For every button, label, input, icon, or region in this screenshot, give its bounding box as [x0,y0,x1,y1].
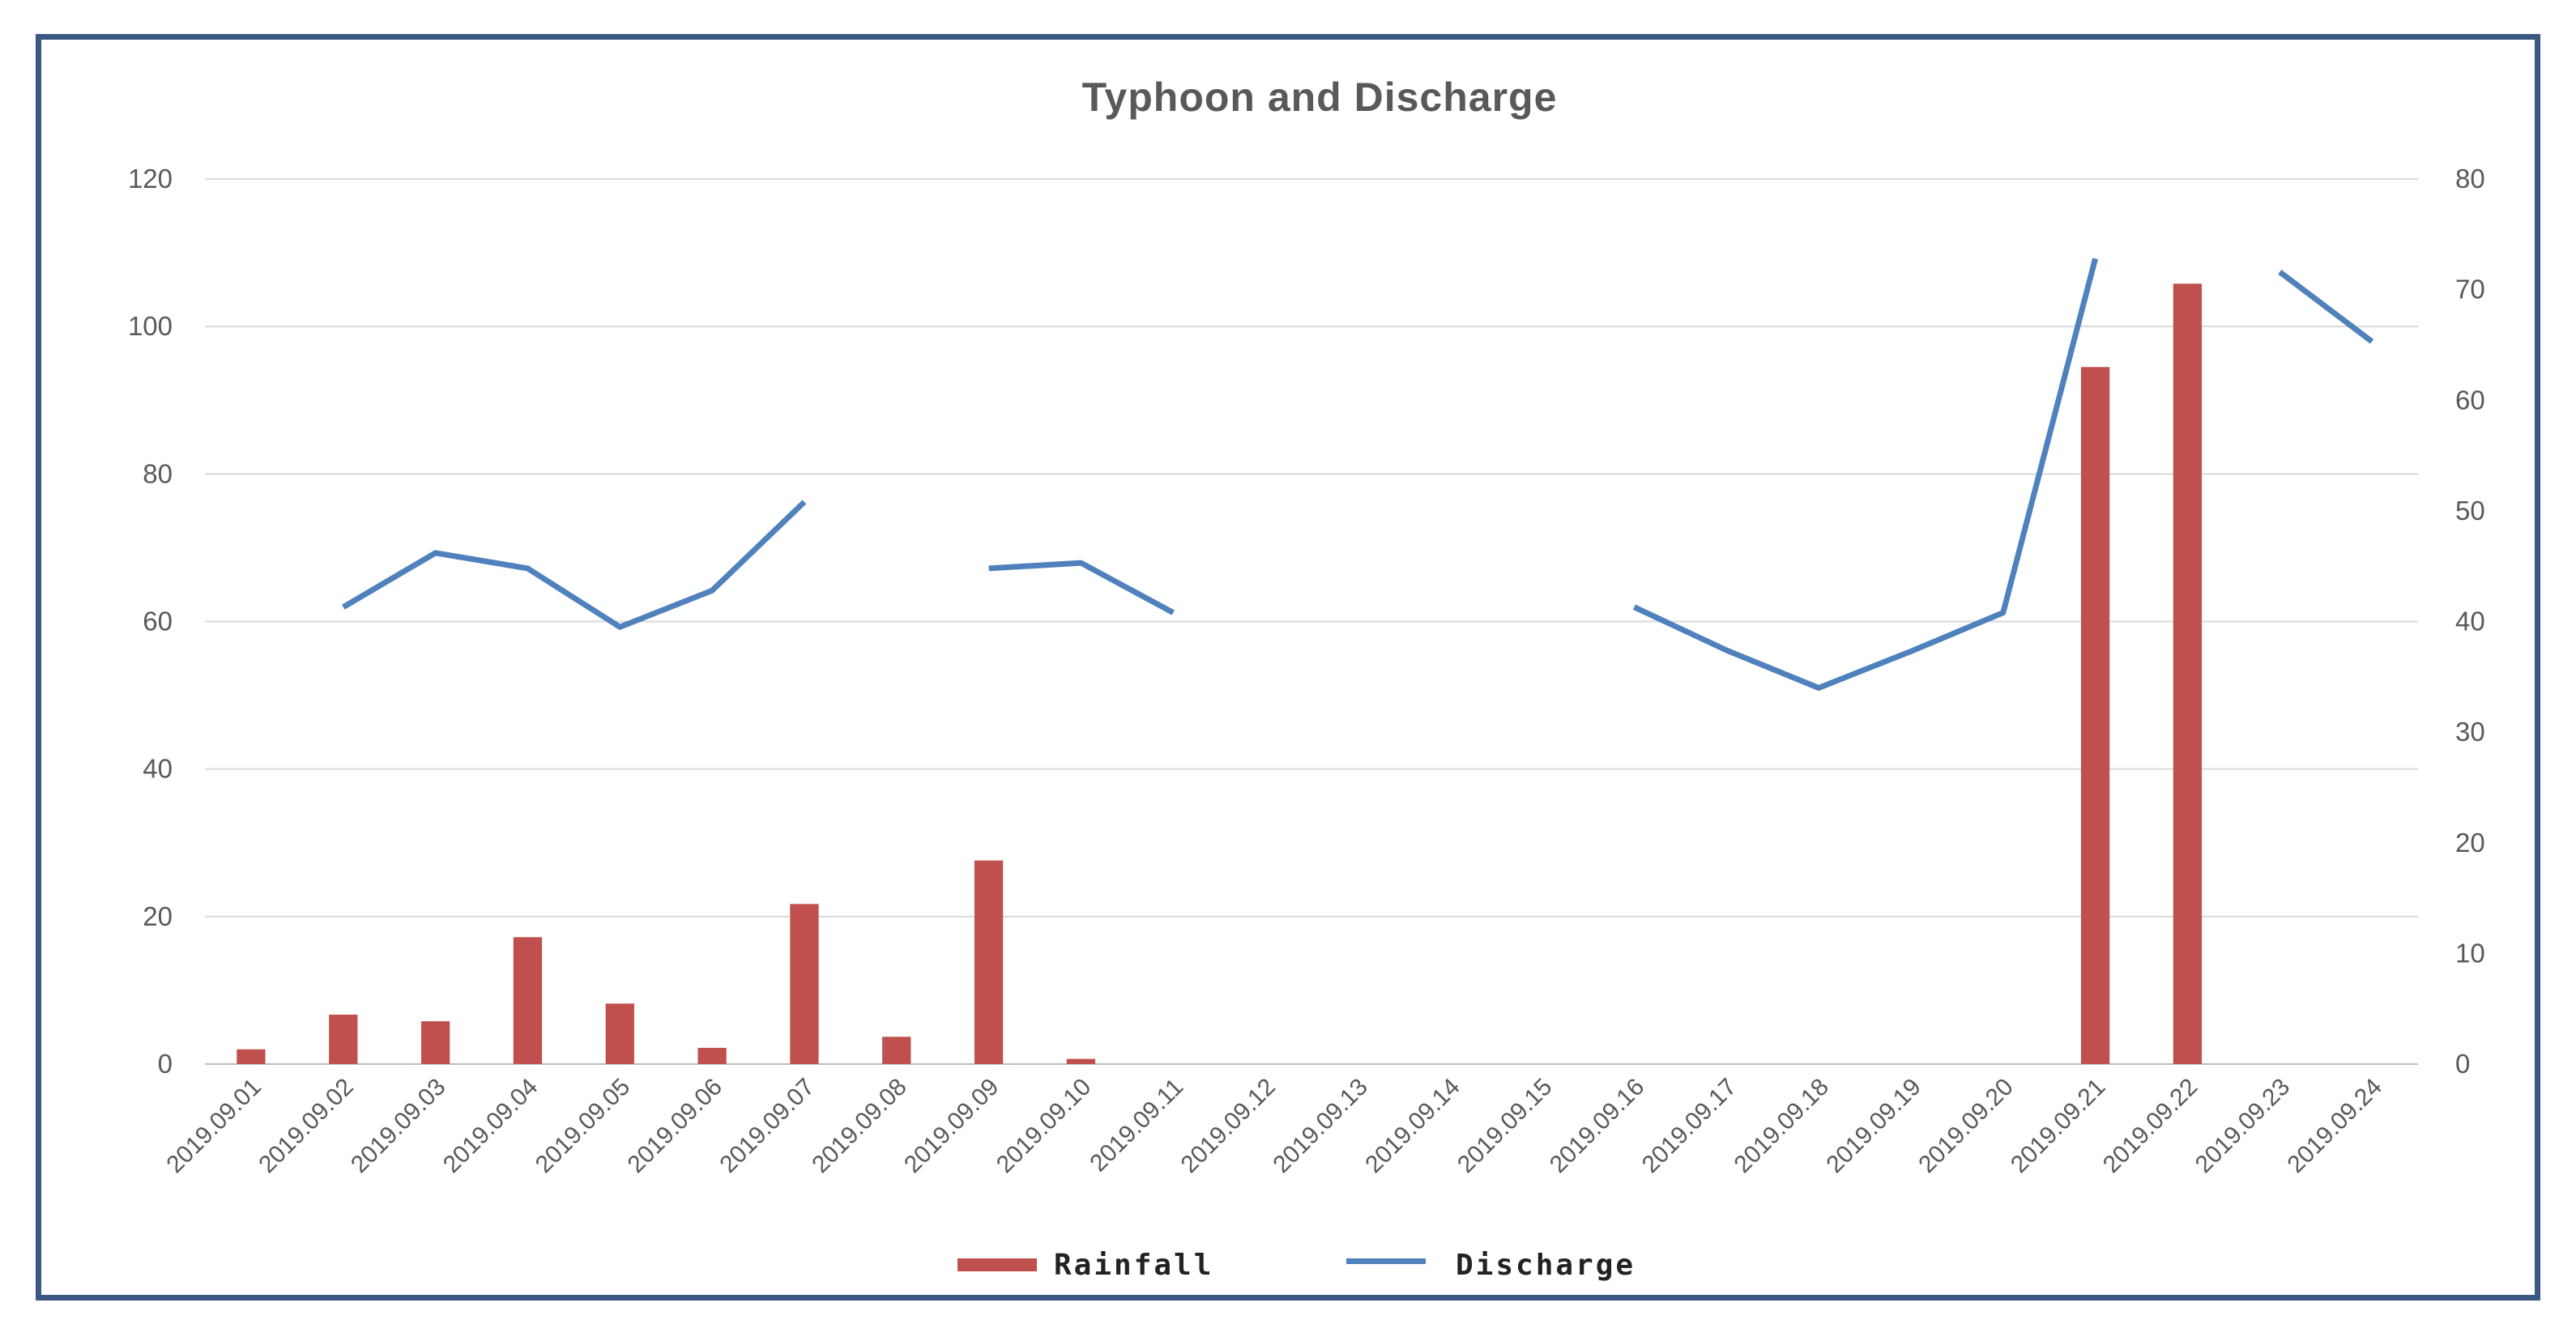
y-right-tick-label: 10 [2455,938,2485,968]
rainfall-bar [513,937,543,1064]
x-tick-label: 2019.09.16 [1545,1074,1650,1179]
y-left-tick-label: 20 [143,901,173,931]
x-tick-label: 2019.09.02 [254,1074,359,1179]
x-tick-label: 2019.09.12 [1176,1074,1282,1179]
x-tick-label: 2019.09.15 [1452,1074,1558,1179]
legend-discharge-swatch [1346,1258,1426,1264]
gridlines [205,178,2418,1065]
x-tick-label: 2019.09.06 [623,1074,728,1179]
y-right-tick-label: 0 [2455,1049,2470,1079]
rainfall-bar [237,1049,266,1064]
rainfall-bar [974,860,1004,1064]
x-tick-label: 2019.09.07 [714,1074,820,1179]
x-tick-label: 2019.09.01 [161,1074,267,1179]
discharge-line [342,258,2374,691]
y-right-tick-label: 80 [2455,164,2485,194]
rainfall-bar [2173,283,2203,1064]
rainfall-bars [237,283,2203,1064]
x-tick-label: 2019.09.23 [2190,1074,2296,1179]
legend-discharge-label: Discharge [1456,1249,1636,1282]
x-tick-label: 2019.09.19 [1821,1074,1926,1179]
y-left-tick-label: 80 [143,458,173,488]
x-tick-label: 2019.09.22 [2098,1074,2203,1179]
x-tick-label: 2019.09.04 [438,1074,544,1179]
x-tick-label: 2019.09.14 [1360,1074,1465,1179]
rainfall-bar [605,1003,634,1064]
rainfall-bar [2080,367,2110,1064]
y-left-tick-label: 120 [128,164,173,194]
x-tick-label: 2019.09.10 [992,1074,1097,1179]
x-tick-label: 2019.09.05 [531,1074,636,1179]
x-tick-label: 2019.09.24 [2283,1074,2388,1179]
chart-title: Typhoon and Discharge [1082,74,1558,120]
y-right-tick-label: 30 [2455,717,2485,747]
y-left-tick-label: 0 [158,1049,173,1079]
y-right-tick-label: 60 [2455,385,2485,415]
x-tick-label: 2019.09.21 [2006,1074,2111,1179]
rainfall-bar [697,1047,727,1064]
y-right-tick-label: 50 [2455,496,2485,526]
chart-frame: Typhoon and Discharge 0 20 40 60 80 100 120 0 1… [36,34,2540,1301]
x-tick-label: 2019.09.09 [899,1074,1004,1179]
rainfall-bar [329,1014,358,1064]
x-axis: 2019.09.012019.09.022019.09.032019.09.04… [161,1074,2387,1179]
discharge-line-segment [988,560,1175,615]
y-right-tick-label: 70 [2455,275,2485,304]
discharge-line-segment [2278,270,2374,344]
x-tick-label: 2019.09.08 [807,1074,912,1179]
rainfall-bar [420,1021,450,1064]
y-right-tick-label: 20 [2455,828,2485,858]
discharge-line-segment [1632,258,2098,691]
rainfall-bar [1066,1058,1096,1064]
y-left-tick-label: 100 [128,311,173,341]
discharge-line-segment [342,500,807,630]
x-tick-label: 2019.09.18 [1729,1074,1835,1179]
y-axis-left: 0 20 40 60 80 100 120 [128,164,173,1079]
rainfall-bar [882,1037,911,1064]
x-tick-label: 2019.09.17 [1637,1074,1742,1179]
y-left-tick-label: 40 [143,754,173,784]
chart-area: Typhoon and Discharge 0 20 40 60 80 100 120 0 1… [128,74,2485,1282]
y-left-tick-label: 60 [143,607,173,636]
legend: Rainfall Discharge [957,1249,1636,1282]
x-tick-label: 2019.09.11 [1085,1074,1188,1177]
legend-rainfall-swatch [957,1258,1037,1271]
y-axis-right: 0 10 20 30 40 50 60 70 80 [2455,164,2485,1079]
legend-rainfall-label: Rainfall [1054,1249,1213,1282]
x-tick-label: 2019.09.03 [346,1074,451,1179]
rainfall-bar [790,904,819,1064]
y-right-tick-label: 40 [2455,607,2485,636]
x-tick-label: 2019.09.13 [1268,1074,1373,1179]
x-tick-label: 2019.09.20 [1913,1074,2019,1179]
